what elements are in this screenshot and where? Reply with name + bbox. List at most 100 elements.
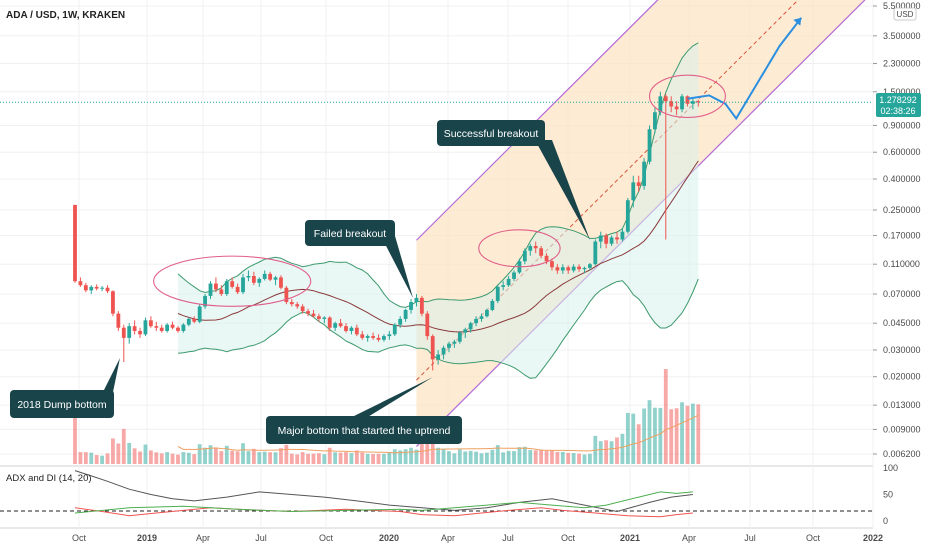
candle-body	[403, 309, 408, 319]
callout-box-successful-breakout[interactable]	[437, 120, 545, 146]
candle-body	[262, 273, 267, 279]
price-tick-label: 0.400000	[883, 174, 921, 184]
volume-bar	[224, 445, 229, 464]
volume-bar	[338, 452, 343, 464]
time-tick-label: 2021	[620, 533, 640, 543]
volume-bar	[127, 442, 132, 464]
volume-bar	[83, 452, 88, 464]
time-tick-label: Jul	[255, 533, 267, 543]
volume-bar	[631, 413, 636, 464]
candle-body	[224, 281, 229, 295]
time-tick-label: Oct	[319, 533, 334, 543]
candle-body	[138, 330, 142, 335]
volume-bar	[414, 449, 419, 464]
volume-bar	[403, 449, 408, 464]
candle-body	[159, 327, 164, 331]
candle-body	[653, 112, 657, 130]
callout-box-dump-bottom[interactable]	[10, 390, 114, 418]
volume-bar	[219, 451, 224, 464]
volume-bar	[100, 455, 104, 464]
candle-body	[241, 277, 245, 293]
volume-bar	[170, 453, 175, 464]
candle-body	[533, 245, 538, 249]
candle-body	[268, 273, 273, 280]
candle-body	[506, 278, 511, 286]
time-tick-label: 2022	[863, 533, 883, 543]
volume-bar	[512, 451, 516, 464]
volume-bar	[647, 400, 652, 464]
candle-body	[105, 287, 110, 292]
chart-header-symbol: ADA / USD, 1W, KRAKEN	[6, 10, 125, 21]
candle-body	[306, 311, 310, 314]
candle-body	[550, 261, 554, 268]
time-tick-label: Oct	[72, 533, 87, 543]
volume-bar	[615, 437, 619, 464]
volume-bar	[669, 409, 674, 464]
volume-bar	[382, 453, 386, 464]
volume-bar	[457, 449, 462, 464]
candle-body	[452, 341, 457, 344]
volume-bar	[533, 450, 538, 464]
volume-bar	[485, 452, 489, 464]
indicator-pane-background	[0, 467, 873, 528]
candle-body	[365, 336, 370, 338]
volume-bar	[560, 451, 565, 464]
volume-bar	[577, 453, 581, 464]
candle-body	[333, 323, 338, 328]
candle-body	[300, 306, 305, 312]
candle-body	[512, 272, 516, 279]
candle-body	[111, 291, 115, 314]
indicator-axis-ticks: 100 50 0	[883, 463, 898, 526]
callout-box-major-bottom[interactable]	[266, 416, 462, 444]
volume-bar	[550, 449, 554, 464]
price-tick-label: 0.009000	[883, 424, 921, 434]
candle-body	[311, 313, 316, 317]
volume-bar	[636, 424, 641, 464]
price-tick-label: 0.110000	[883, 259, 920, 269]
bollinger-upper-band	[177, 42, 699, 308]
candle-body	[181, 324, 186, 331]
price-tick-label: 0.900000	[883, 120, 921, 130]
volume-bar	[295, 454, 300, 464]
volume-bar	[289, 453, 294, 464]
callout-box-failed-breakout[interactable]	[305, 220, 395, 246]
callout-pointer-major-bottom	[350, 377, 433, 418]
volume-moving-average	[177, 414, 699, 454]
candle-body	[284, 287, 289, 303]
candle-body	[273, 277, 278, 280]
candle-body	[322, 317, 327, 319]
candle-body	[642, 161, 646, 186]
volume-bar	[154, 452, 159, 464]
candle-body	[214, 283, 218, 290]
volume-bar	[620, 433, 625, 464]
candle-body	[696, 101, 701, 103]
candle-body	[143, 320, 148, 335]
candle-body	[604, 235, 609, 244]
volume-bar	[306, 453, 310, 464]
highlight-circle-2021	[648, 74, 726, 118]
time-tick-label: Jul	[744, 533, 756, 543]
candle-body	[430, 336, 435, 360]
time-tick-label: 2020	[379, 533, 399, 543]
candle-body	[555, 267, 560, 271]
indicator-tick-label: 0	[883, 516, 888, 526]
price-axis-ticks: 5.500000 3.500000 2.300000 1.500000 0.900000…	[873, 1, 921, 459]
volume-bar	[354, 450, 359, 464]
volume-bar	[192, 454, 197, 464]
candle-body	[148, 320, 153, 327]
volume-bar	[609, 441, 614, 464]
callout-text-successful-breakout: Successful breakout	[444, 128, 539, 140]
volume-bar	[235, 451, 240, 464]
candle-body	[615, 237, 619, 240]
volume-bar	[479, 453, 484, 464]
volume-bar	[642, 408, 646, 464]
candle-body	[468, 323, 473, 330]
candle-body	[631, 182, 636, 201]
candle-body	[219, 289, 224, 295]
indicator-title: ADX and DI (14, 20)	[6, 473, 92, 484]
candle-body	[257, 278, 262, 283]
candle-body	[338, 323, 343, 327]
countdown-value: 02:38:26	[880, 106, 915, 116]
volume-bar	[365, 453, 370, 464]
candle-body	[176, 327, 180, 331]
